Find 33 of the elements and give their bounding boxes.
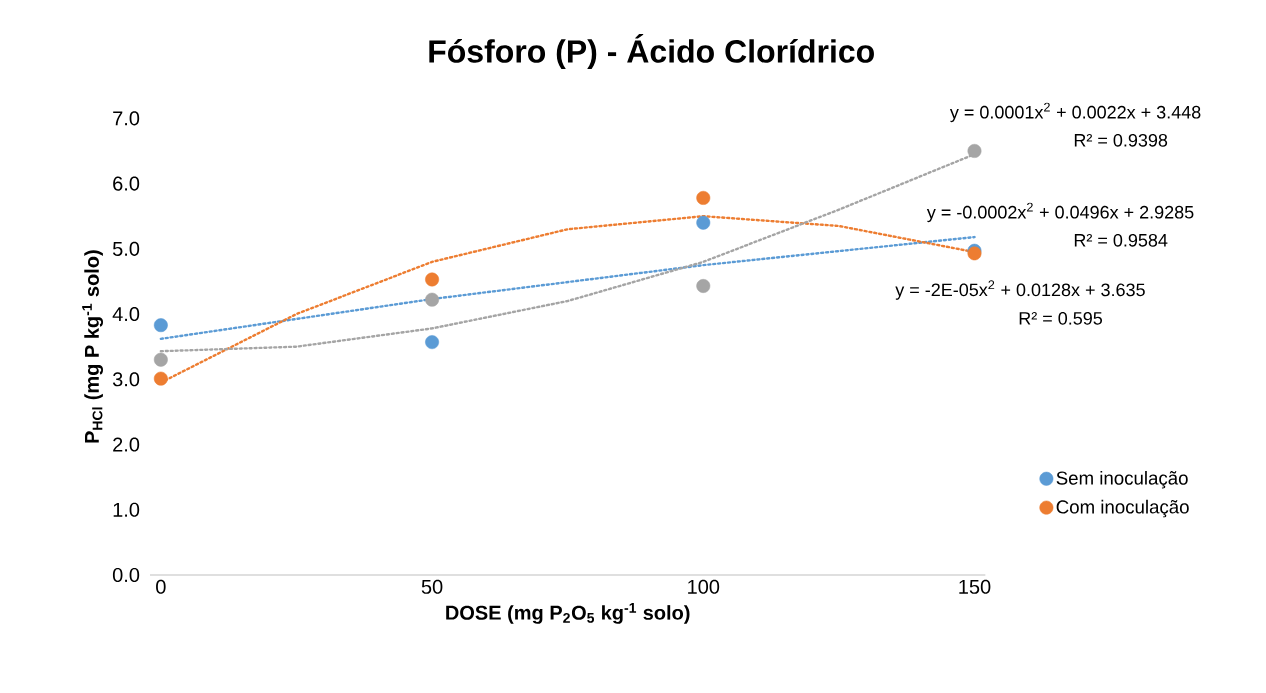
y-tick-label: 3.0 [112,372,140,387]
text: R² = 0.9398 [1074,133,1168,147]
y-tick-label: 7.0 [113,111,140,126]
point [425,272,440,287]
y-tick-label: 6.0 [113,176,140,191]
point [153,318,168,333]
x-tick-label: 150 [959,579,991,594]
legend-label: Com inoculação [1056,499,1189,518]
point [425,335,440,350]
y-tick-label: 0.0 [112,567,140,583]
y-tick-label: 1.0 [113,502,140,517]
point [696,279,711,293]
point [696,215,711,230]
text: R² = 0.595 [1019,311,1103,325]
x-tick-label: 0 [156,579,166,594]
x-axis-title: DOSE (mg P$_{2}$O$_{5}$ kg$^{-1}$ solo) [446,603,690,624]
chart-title: Fósforo (P) - Ácido Clorídrico [429,34,874,70]
x-tick-label: 50 [421,579,443,594]
point [425,292,440,307]
text: R² = 0.9584 [1074,233,1168,247]
y-tick-label: 4.0 [112,306,140,322]
annotation: y = 0.0001x$^{2}$ + 0.0022x + 3.448 [949,102,1201,123]
point [153,352,168,367]
y-axis-title: P$_{HCl}$ (mg P kg$^{-1}$ solo) [82,250,104,443]
legend-label: Sem inoculação [1056,471,1188,489]
x-tick-label: 100 [688,579,720,594]
y-tick-label: 5.0 [112,241,140,256]
annotation: y = -2E-05x$^{2}$ + 0.0128x + 3.635 [895,280,1145,300]
point [967,144,982,158]
y-tick-label: 2.0 [113,437,140,452]
annotation: y = -0.0002x$^{2}$ + 0.0496x + 2.9285 [926,202,1194,223]
point [153,371,168,386]
point [696,190,711,205]
